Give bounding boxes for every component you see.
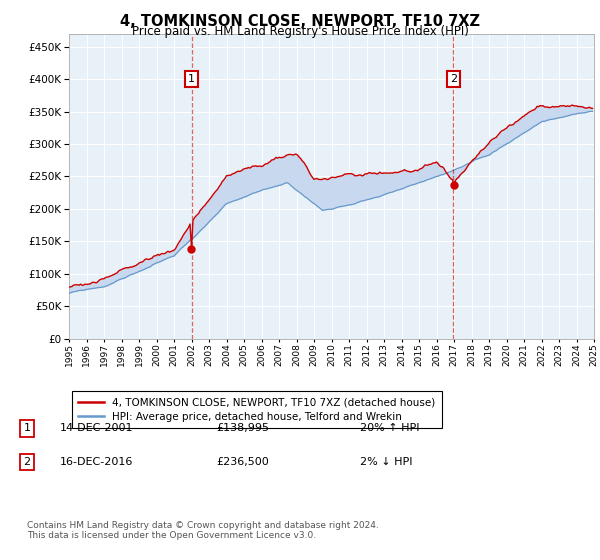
Text: £236,500: £236,500 (216, 457, 269, 467)
Legend: 4, TOMKINSON CLOSE, NEWPORT, TF10 7XZ (detached house), HPI: Average price, deta: 4, TOMKINSON CLOSE, NEWPORT, TF10 7XZ (d… (71, 391, 442, 428)
Text: 4, TOMKINSON CLOSE, NEWPORT, TF10 7XZ: 4, TOMKINSON CLOSE, NEWPORT, TF10 7XZ (120, 14, 480, 29)
Text: 1: 1 (23, 423, 31, 433)
Text: Contains HM Land Registry data © Crown copyright and database right 2024.
This d: Contains HM Land Registry data © Crown c… (27, 521, 379, 540)
Text: Price paid vs. HM Land Registry's House Price Index (HPI): Price paid vs. HM Land Registry's House … (131, 25, 469, 38)
Text: 2: 2 (23, 457, 31, 467)
Text: 20% ↑ HPI: 20% ↑ HPI (360, 423, 419, 433)
Text: 2% ↓ HPI: 2% ↓ HPI (360, 457, 413, 467)
Text: 2: 2 (450, 74, 457, 84)
Text: 1: 1 (188, 74, 195, 84)
Text: 16-DEC-2016: 16-DEC-2016 (60, 457, 133, 467)
Text: 14-DEC-2001: 14-DEC-2001 (60, 423, 133, 433)
Text: £138,995: £138,995 (216, 423, 269, 433)
